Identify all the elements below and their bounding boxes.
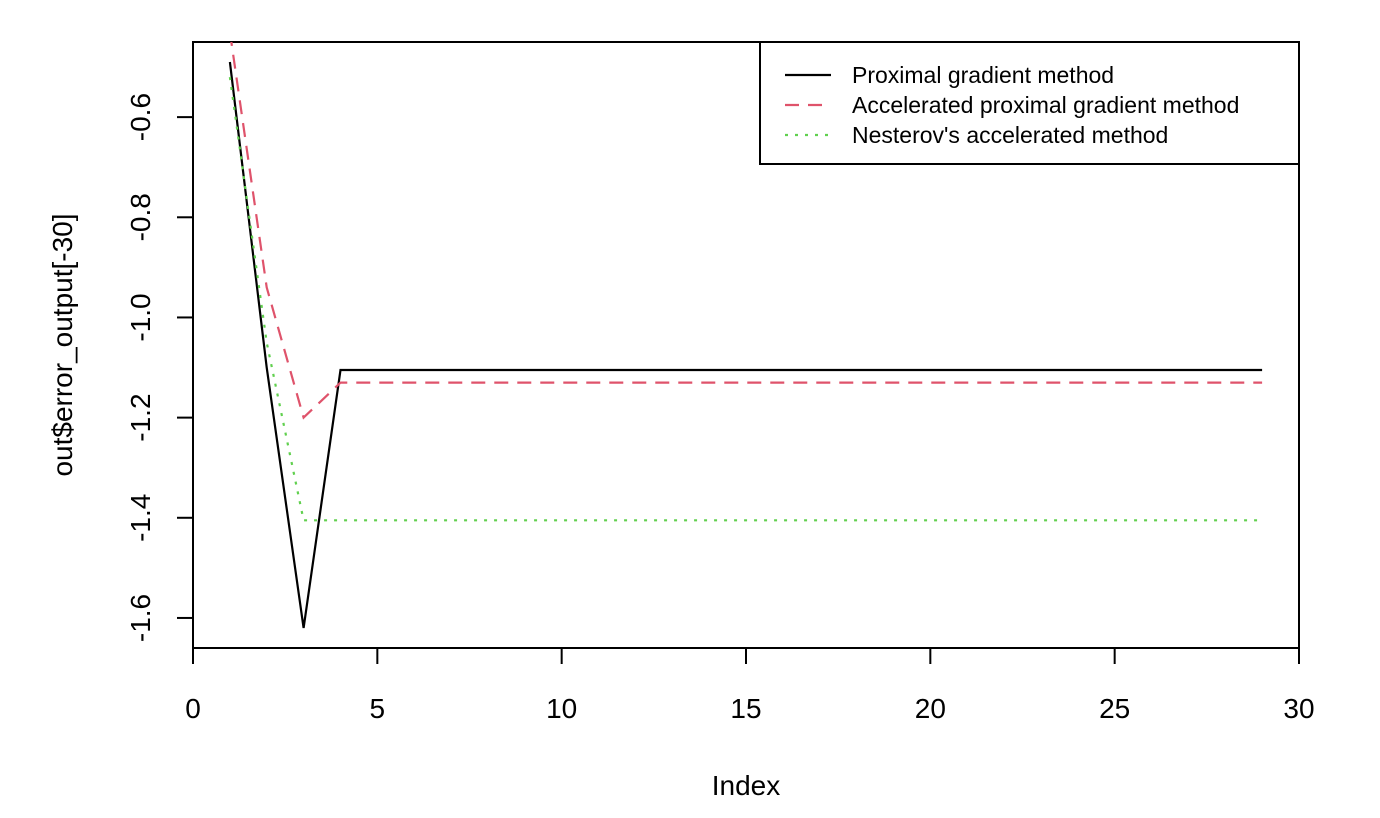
legend-box xyxy=(759,41,1300,165)
x-tick-label: 0 xyxy=(185,693,201,724)
x-tick-label: 5 xyxy=(370,693,386,724)
y-tick-label: -0.8 xyxy=(125,193,156,241)
legend: Proximal gradient method Accelerated prox… xyxy=(759,41,1300,165)
y-tick-label: -1.0 xyxy=(125,293,156,341)
y-axis-label: out$error_output[-30] xyxy=(47,213,78,476)
series-line-1 xyxy=(228,61,1263,629)
x-tick-label: 10 xyxy=(546,693,577,724)
y-tick-label: -1.2 xyxy=(125,393,156,441)
y-tick-label: -0.6 xyxy=(125,93,156,141)
x-tick-label: 25 xyxy=(1099,693,1130,724)
x-tick-label: 30 xyxy=(1283,693,1314,724)
y-tick-label: -1.4 xyxy=(125,494,156,542)
x-tick-label: 20 xyxy=(915,693,946,724)
x-axis-label: Index xyxy=(712,770,781,801)
y-tick-label: -1.6 xyxy=(125,594,156,642)
legend-label-3: Nesterov's accelerated method xyxy=(852,122,1168,148)
legend-label-1: Proximal gradient method xyxy=(852,62,1114,88)
series-line-3 xyxy=(228,76,1263,522)
x-tick-label: 15 xyxy=(730,693,761,724)
legend-label-2: Accelerated proximal gradient method xyxy=(852,92,1239,118)
